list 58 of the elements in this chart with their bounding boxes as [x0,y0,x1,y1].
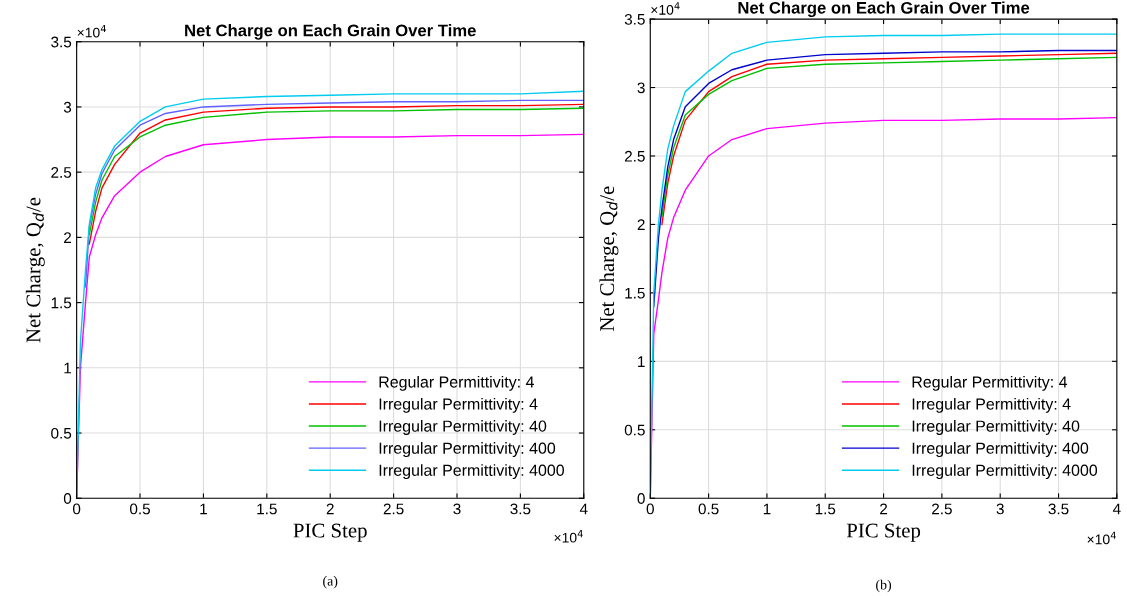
x-tick-label: 4 [579,503,588,515]
x-tick-label: 3 [996,503,1004,515]
legend-label: Irregular Permittivity: 400 [379,442,556,458]
line-series [84,99,584,288]
x-tick-label: 1.5 [815,503,836,515]
y-tick-label: 2.5 [624,150,645,162]
chart-title: Net Charge on Each Grain Over Time [738,1,1030,18]
y-tick-label: 3.5 [624,13,645,25]
x-axis-title: PIC Step [846,523,921,542]
legend-label: Irregular Permittivity: 4000 [912,464,1098,480]
x-tick-label: 1 [763,503,771,515]
legend-label: Irregular Permittivity: 40 [379,420,547,435]
y-tick-label: 0.5 [51,427,72,439]
x-tick-label: 0.5 [698,503,719,515]
y-tick-label: 3 [63,101,72,113]
legend-label: Irregular Permittivity: 4 [912,397,1071,413]
text: ×10$^{4}$ [651,2,680,15]
y-tick-label: 0.5 [624,424,645,436]
x-axis-title: PIC Step [293,523,367,542]
legend-label: Irregular Permittivity: 4 [379,397,538,413]
y-tick-label: 3 [637,82,645,94]
y-tick-label: 1 [64,362,72,374]
x-tick-label: 2.5 [932,503,952,515]
text: ×10$^{4}$ [77,24,106,38]
x-tick-label: 2 [326,503,334,515]
legend-label: Irregular Permittivity: 400 [912,442,1089,458]
y-tick-label: 2.5 [51,167,72,178]
y-tick-label: 0 [637,493,645,504]
legend-label: Regular Permittivity: 4 [379,375,534,391]
text: (a) [323,575,338,589]
x-tick-label: 0.5 [130,503,151,515]
x-tick-label: 3 [453,503,461,515]
x-tick-label: 1 [200,503,207,515]
y-axis-title: Net Charge, Q$_{d}$/e [25,197,45,343]
x-tick-label: 1.5 [257,503,277,515]
x-tick-label: 3.5 [510,503,531,515]
y-tick-label: 1.5 [625,287,645,299]
y-axis-title: Net Charge, Q$_{d}$/e [599,186,619,332]
legend-label: Regular Permittivity: 4 [912,375,1068,391]
text: ×10$^{4}$ [1087,531,1116,545]
x-tick-label: 0 [72,503,81,515]
x-tick-label: 3.5 [1048,503,1069,515]
y-tick-label: 2 [64,232,72,243]
text: ×10$^{4}$ [554,530,583,543]
text: (b) [876,579,892,593]
chart-title: Net Charge on Each Grain Over Time [185,24,476,40]
y-tick-label: 2 [637,219,645,230]
y-tick-label: 0 [63,493,72,504]
y-tick-label: 1 [638,356,645,367]
line-series [653,49,1117,308]
legend-label: Irregular Permittivity: 4000 [379,464,565,480]
y-tick-label: 1.5 [51,297,72,309]
x-tick-label: 4 [1112,503,1121,515]
legend-label: Irregular Permittivity: 40 [912,420,1080,435]
y-tick-label: 3.5 [51,36,72,48]
x-tick-label: 0 [646,503,654,515]
x-tick-label: 2 [880,503,888,515]
x-tick-label: 2.5 [383,503,404,515]
